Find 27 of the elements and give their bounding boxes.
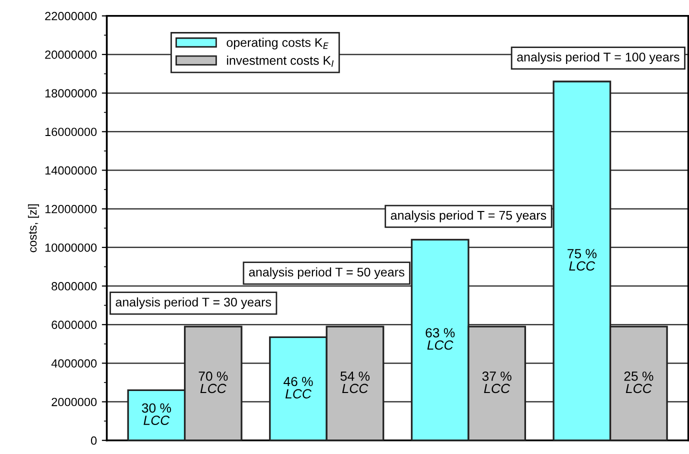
annotation: analysis period T = 100 years	[517, 52, 680, 64]
legend-label: investment costs K$_{I}$	[227, 56, 334, 67]
y-tick-label: 10000000	[45, 243, 97, 252]
y-tick-label: 22000000	[45, 12, 97, 20]
y-tick-label: 12000000	[45, 204, 97, 214]
y-tick-label: 0	[90, 436, 97, 445]
y-tick-label: 14000000	[45, 166, 97, 175]
annotation: 46 % LCC	[284, 376, 313, 398]
y-tick-label: 6000000	[52, 320, 97, 330]
annotation: analysis period T = 50 years	[249, 267, 404, 280]
y-tick-label: 20000000	[45, 50, 97, 59]
annotation: 54 % LCC	[340, 372, 370, 394]
annotation: 30 % LCC	[142, 403, 172, 425]
annotation: analysis period T = 75 years	[390, 210, 546, 222]
annotation: 25 % LCC	[624, 372, 654, 394]
y-tick-label: 18000000	[45, 89, 97, 98]
y-tick-label: 4000000	[51, 359, 97, 368]
annotation: 70 % LCC	[198, 372, 228, 394]
y-tick-label: 16000000	[45, 128, 97, 136]
y-tick-label: 8000000	[52, 282, 97, 290]
annotation: 37 % LCC	[482, 372, 512, 394]
annotation: 63 % LCC	[426, 328, 455, 350]
y-axis-title: costs, [zl]	[28, 204, 39, 252]
annotation: 75 % LCC	[568, 249, 597, 271]
legend-label: operating costs K$_{E}$	[226, 38, 328, 50]
y-tick-label: 2000000	[52, 398, 97, 406]
annotation: analysis period T = 30 years	[116, 297, 272, 310]
